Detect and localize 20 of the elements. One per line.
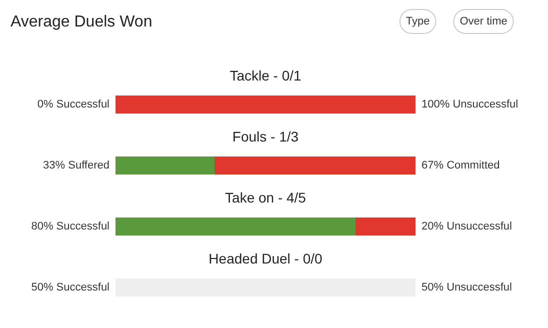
text: Type (406, 16, 430, 28)
data-label: 50% Unsuccessful (422, 282, 512, 294)
data-label: 100% Unsuccessful (422, 98, 518, 110)
y-tick-label: Fouls - 1/3 (232, 128, 299, 144)
data-label: 50% Successful (31, 282, 110, 294)
bar (214, 156, 416, 174)
data-label: 33% Suffered (43, 160, 110, 172)
data-label: 67% Committed (422, 160, 500, 172)
y-tick-label: Take on - 4/5 (225, 190, 306, 206)
data-label: 20% Unsuccessful (422, 220, 512, 232)
chart-title: Average Duels Won (10, 14, 152, 30)
bar (116, 156, 214, 174)
data-label: 80% Successful (31, 220, 110, 232)
text: Over time (460, 16, 508, 28)
y-tick-label: Headed Duel - 0/0 (208, 250, 323, 266)
bar (356, 218, 416, 236)
data-label: 0% Successful (37, 98, 110, 110)
y-tick-label: Tackle - 0/1 (230, 68, 302, 84)
bar (116, 96, 416, 114)
bar (116, 218, 356, 236)
